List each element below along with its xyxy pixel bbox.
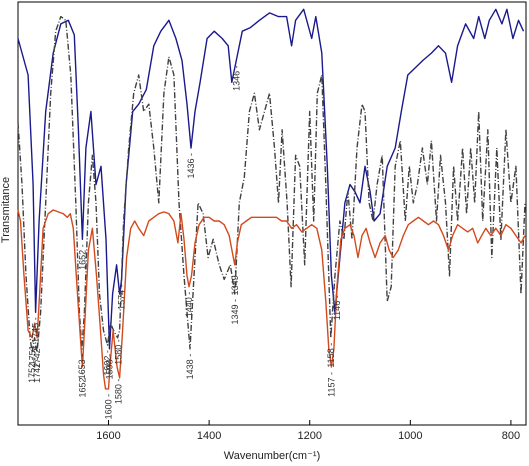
peak-label-top-1574: 1574 -: [117, 284, 127, 310]
peak-label-middle-1742: 1742 -: [32, 357, 42, 383]
peak-label-top-1652: 1652 -: [77, 244, 87, 270]
spectrum-line-middle: [17, 15, 526, 354]
plot-frame: [17, 1, 527, 426]
x-tick-label-1400: 1400: [197, 430, 221, 442]
peak-label-bottom-1751: 1751 -: [28, 340, 38, 366]
series-layer: [17, 8, 526, 390]
peak-label-bottom-1157: 1157 -: [326, 372, 336, 397]
peak-label-bottom-1600: 1600 -: [104, 394, 114, 420]
peak-label-middle-1580: 1580 -: [114, 339, 124, 365]
x-tick-label-1600: 1600: [96, 430, 120, 442]
peak-label-bottom-1440: 1440 -: [184, 292, 194, 318]
peak-labels-layer: 1745 - 1652 - 1598 - 1574 - 1436 - 1346 - 1146…: [27, 65, 342, 419]
peak-label-bottom-1742: 1742 -: [32, 343, 42, 369]
x-axis-label: Wavenumber(cm⁻¹): [224, 450, 320, 462]
peak-label-middle-1438: 1438 -: [185, 354, 195, 380]
spectrum-line-top: [17, 8, 525, 350]
peak-label-middle-1653: 1653 -: [77, 354, 87, 380]
y-axis-label: Transmitance: [0, 177, 12, 243]
peak-label-middle-1752: 1752 -: [27, 357, 37, 383]
spectrum-line-bottom: [17, 209, 526, 390]
peak-label-bottom-1652: 1652 -: [77, 372, 87, 398]
peak-label-bottom-1349: 1349 -: [230, 270, 240, 296]
x-axis-ticks: 1600 1400 1200 1000 800: [96, 420, 520, 442]
peak-label-top-1436: 1436 -: [186, 153, 196, 179]
x-tick-label-1000: 1000: [398, 430, 422, 442]
peak-label-middle-1602: 1602 -: [103, 350, 113, 376]
peak-label-middle-1158: 1158 -: [326, 343, 336, 368]
x-tick-label-1200: 1200: [297, 430, 321, 442]
peak-label-top-1598: 1598 -: [105, 354, 115, 380]
peak-label-top-1346: 1346 -: [231, 65, 241, 91]
peak-label-top-1745: 1745 -: [31, 317, 41, 343]
peak-label-middle-1349: 1349 -: [230, 299, 240, 325]
x-tick-label-800: 800: [502, 430, 520, 442]
peak-label-bottom-1580: 1580 -: [114, 379, 124, 405]
peak-label-top-1146: 1146 -: [332, 295, 342, 320]
